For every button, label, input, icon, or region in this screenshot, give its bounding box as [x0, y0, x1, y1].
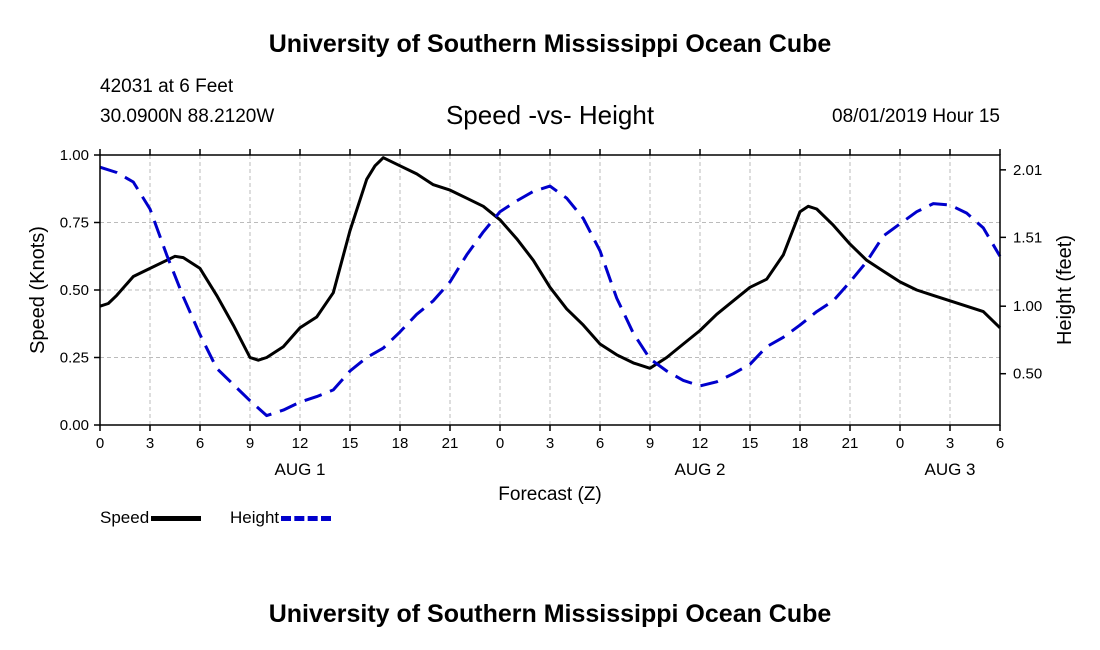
legend-speed-label: Speed — [100, 508, 150, 527]
day-label: AUG 1 — [274, 460, 325, 479]
day-label: AUG 2 — [674, 460, 725, 479]
series-height-line — [99, 165, 1002, 418]
legend-height-swatch — [281, 515, 332, 521]
legend-height-label: Height — [230, 508, 280, 527]
x-tick-label: 3 — [146, 435, 154, 452]
x-axis-label: Forecast (Z) — [498, 484, 601, 505]
legend-speed-swatch — [151, 515, 202, 521]
y-tick-label: 1.00 — [60, 147, 89, 164]
x-tick-label: 3 — [546, 435, 554, 452]
x-tick-label: 9 — [646, 435, 654, 452]
x-tick-label: 21 — [842, 435, 859, 452]
station-label: 42031 at 6 Feet — [100, 76, 234, 97]
y-tick-label: 0.75 — [60, 215, 89, 232]
y2-tick-label: 0.50 — [1013, 366, 1042, 383]
x-tick-label: 0 — [496, 435, 504, 452]
y-axis-label: Speed (Knots) — [27, 226, 49, 354]
x-tick-label: 0 — [896, 435, 904, 452]
x-tick-label: 12 — [292, 435, 309, 452]
legend-speed: Speed — [100, 508, 202, 528]
x-tick-label: 6 — [196, 435, 204, 452]
x-tick-label: 6 — [596, 435, 604, 452]
x-tick-label: 9 — [246, 435, 254, 452]
legend-height: Height — [230, 508, 332, 528]
x-tick-label: 6 — [996, 435, 1004, 452]
grid — [100, 155, 1000, 425]
coordinates-label: 30.0900N 88.2120W — [100, 106, 275, 127]
x-tick-label: 15 — [742, 435, 759, 452]
series-layer — [99, 156, 1002, 418]
y2-tick-label: 1.00 — [1013, 298, 1042, 315]
chart-title: Speed -vs- Height — [445, 100, 655, 130]
y2-tick-label: 1.51 — [1013, 229, 1042, 246]
x-tick-label: 15 — [342, 435, 359, 452]
footer-title: University of Southern Mississippi Ocean… — [268, 600, 832, 628]
x-tick-label: 12 — [692, 435, 709, 452]
x-tick-label: 0 — [96, 435, 104, 452]
x-tick-label: 3 — [946, 435, 954, 452]
forecast-datetime: 08/01/2019 Hour 15 — [832, 106, 1000, 127]
y-tick-label: 0.25 — [60, 350, 89, 367]
day-label: AUG 3 — [924, 460, 975, 479]
y2-tick-label: 2.01 — [1013, 162, 1042, 179]
x-tick-label: 21 — [442, 435, 459, 452]
y-tick-label: 0.00 — [60, 417, 89, 434]
axes: 0 3 6 9 12 15 18 21 0 3 6 9 12 15 18 21 0 3 6 0.00 0.25 0.50 0… — [60, 147, 1042, 479]
page-title: University of Southern Mississippi Ocean… — [268, 30, 832, 58]
series-speed-line — [99, 156, 1002, 370]
y-tick-label: 0.50 — [60, 282, 89, 299]
x-tick-label: 18 — [792, 435, 809, 452]
y2-axis-label: Height (feet) — [1054, 235, 1076, 345]
x-tick-label: 18 — [392, 435, 409, 452]
